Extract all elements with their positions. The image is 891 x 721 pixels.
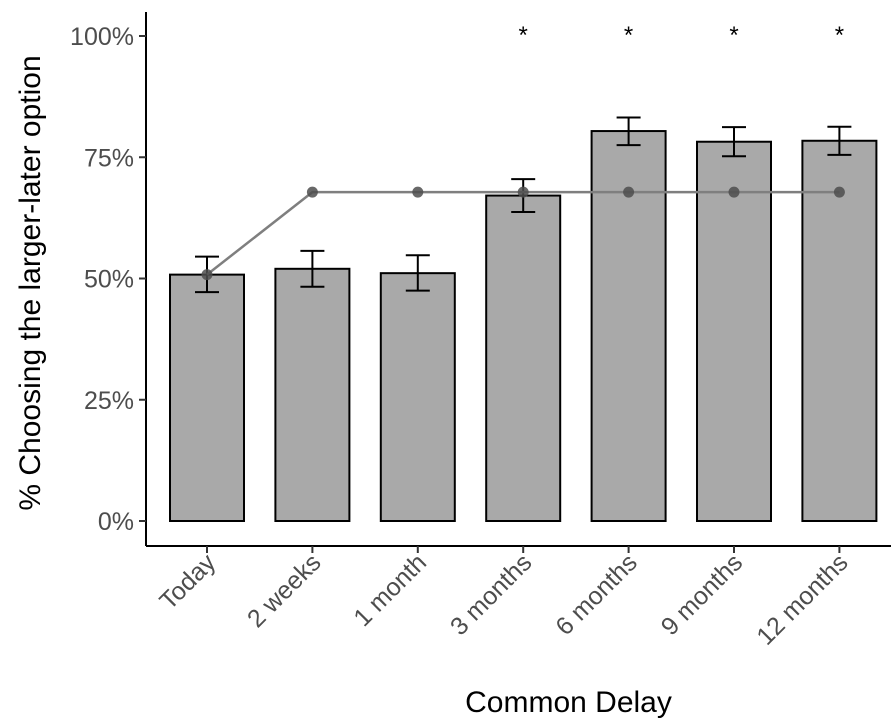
error-bar	[827, 125, 852, 156]
x-tick-label: 1 month	[348, 548, 432, 632]
bar	[485, 194, 562, 522]
bar	[274, 267, 351, 522]
bar	[379, 272, 456, 523]
significance-marker: *	[835, 22, 844, 49]
y-tick-label: 25%	[84, 387, 134, 415]
reference-point	[517, 186, 529, 198]
reference-point	[412, 186, 424, 198]
bars-layer	[169, 130, 878, 523]
error-bar	[616, 116, 641, 147]
reference-point	[728, 186, 740, 198]
axes-layer	[139, 12, 891, 553]
bar	[169, 273, 245, 522]
y-tick-label: 100%	[70, 23, 134, 51]
y-tick-label: 50%	[84, 266, 134, 294]
error-bars-layer	[195, 116, 852, 294]
error-bar	[405, 254, 430, 292]
reference-point	[201, 269, 213, 281]
significance-marker: *	[519, 22, 528, 49]
bar	[590, 130, 667, 522]
error-bar	[722, 126, 746, 158]
x-tick-label: 12 months	[751, 548, 853, 650]
x-tick-label: 6 months	[550, 548, 643, 641]
reference-point	[623, 186, 635, 198]
bar	[696, 140, 772, 522]
y-tick-label: 75%	[84, 144, 134, 172]
significance-marker: *	[729, 22, 738, 49]
reference-point	[833, 186, 845, 198]
significance-marker: *	[624, 22, 633, 49]
bar	[801, 139, 878, 522]
x-axis-title: Common Delay	[465, 686, 672, 719]
x-tick-label: 3 months	[445, 548, 538, 641]
error-bar	[300, 249, 325, 288]
x-tick-label: 2 weeks	[242, 548, 327, 633]
y-axis-title: % Choosing the larger-later option	[14, 55, 47, 510]
reference-point	[306, 186, 318, 198]
x-tick-label: Today	[154, 548, 221, 615]
x-tick-label: 9 months	[656, 548, 749, 641]
y-tick-label: 0%	[98, 508, 134, 536]
reference-line-layer	[201, 186, 845, 281]
